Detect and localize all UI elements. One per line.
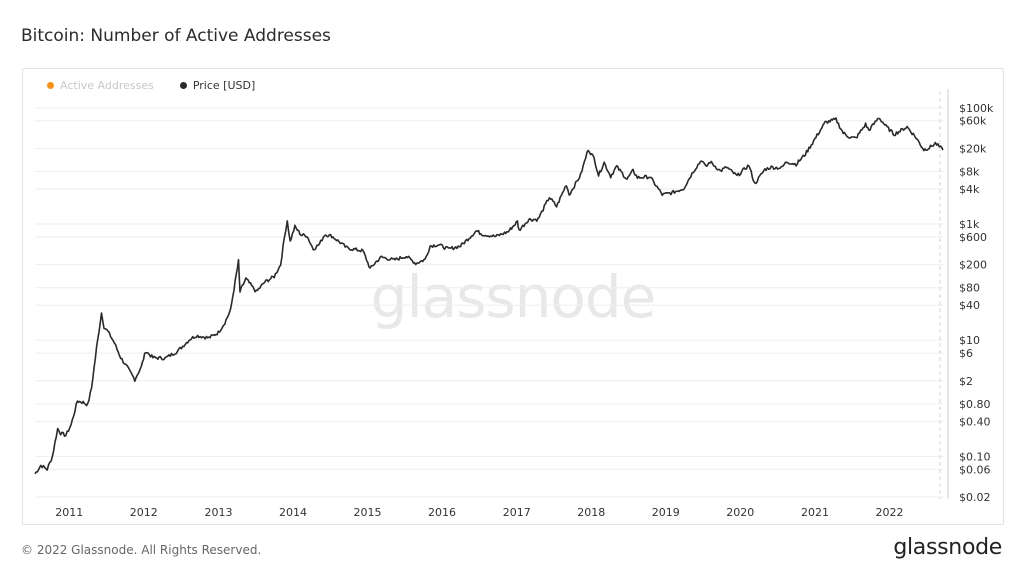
price-series-line xyxy=(34,117,944,475)
x-tick-label: 2019 xyxy=(652,506,680,519)
y-tick-label: $0.02 xyxy=(959,491,991,504)
legend-label: Price [USD] xyxy=(192,79,256,92)
copyright-text: © 2022 Glassnode. All Rights Reserved. xyxy=(21,543,262,557)
y-tick-label: $60k xyxy=(959,115,987,128)
y-tick-label: $10 xyxy=(959,334,980,347)
y-tick-label: $8k xyxy=(959,166,980,179)
y-tick-label: $0.06 xyxy=(959,463,991,476)
x-tick-label: 2011 xyxy=(55,506,83,519)
y-tick-label: $0.40 xyxy=(959,415,991,428)
x-tick-label: 2012 xyxy=(130,506,158,519)
x-tick-label: 2022 xyxy=(876,506,904,519)
x-tick-label: 2021 xyxy=(801,506,829,519)
x-tick-label: 2015 xyxy=(354,506,382,519)
legend-label: Active Addresses xyxy=(60,79,154,92)
y-tick-label: $200 xyxy=(959,259,987,272)
y-tick-label: $40 xyxy=(959,299,980,312)
page-title: Bitcoin: Number of Active Addresses xyxy=(21,26,331,46)
price-chart[interactable]: glassnode $100k$60k $20k $8k $4k $1k$600 $200 $… xyxy=(23,69,1003,524)
x-tick-label: 2013 xyxy=(205,506,233,519)
watermark-text: glassnode xyxy=(371,263,656,331)
legend-item-active-addresses[interactable]: Active Addresses xyxy=(47,79,154,92)
legend-dot-icon xyxy=(47,82,54,89)
x-tick-label: 2014 xyxy=(279,506,307,519)
x-tick-label: 2020 xyxy=(726,506,754,519)
x-tick-label: 2016 xyxy=(428,506,456,519)
y-tick-label: $100k xyxy=(959,102,994,115)
y-tick-label: $600 xyxy=(959,231,987,244)
y-tick-label: $6 xyxy=(959,347,973,360)
y-tick-label: $0.80 xyxy=(959,398,991,411)
y-tick-label: $4k xyxy=(959,183,980,196)
legend-dot-icon xyxy=(179,82,187,89)
y-tick-label: $0.10 xyxy=(959,450,991,463)
chart-legend: Active Addresses Price [USD] xyxy=(47,79,255,92)
legend-item-price[interactable]: Price [USD] xyxy=(179,79,256,92)
x-tick-label: 2017 xyxy=(503,506,531,519)
y-tick-label: $80 xyxy=(959,282,980,295)
x-tick-label: 2018 xyxy=(577,506,605,519)
y-tick-label: $20k xyxy=(959,142,987,155)
y-tick-label: $1k xyxy=(959,218,980,231)
chart-container: Active Addresses Price [USD] glassnode $1… xyxy=(22,68,1004,525)
glassnode-logo: glassnode xyxy=(893,535,1002,560)
y-tick-label: $2 xyxy=(959,375,973,388)
